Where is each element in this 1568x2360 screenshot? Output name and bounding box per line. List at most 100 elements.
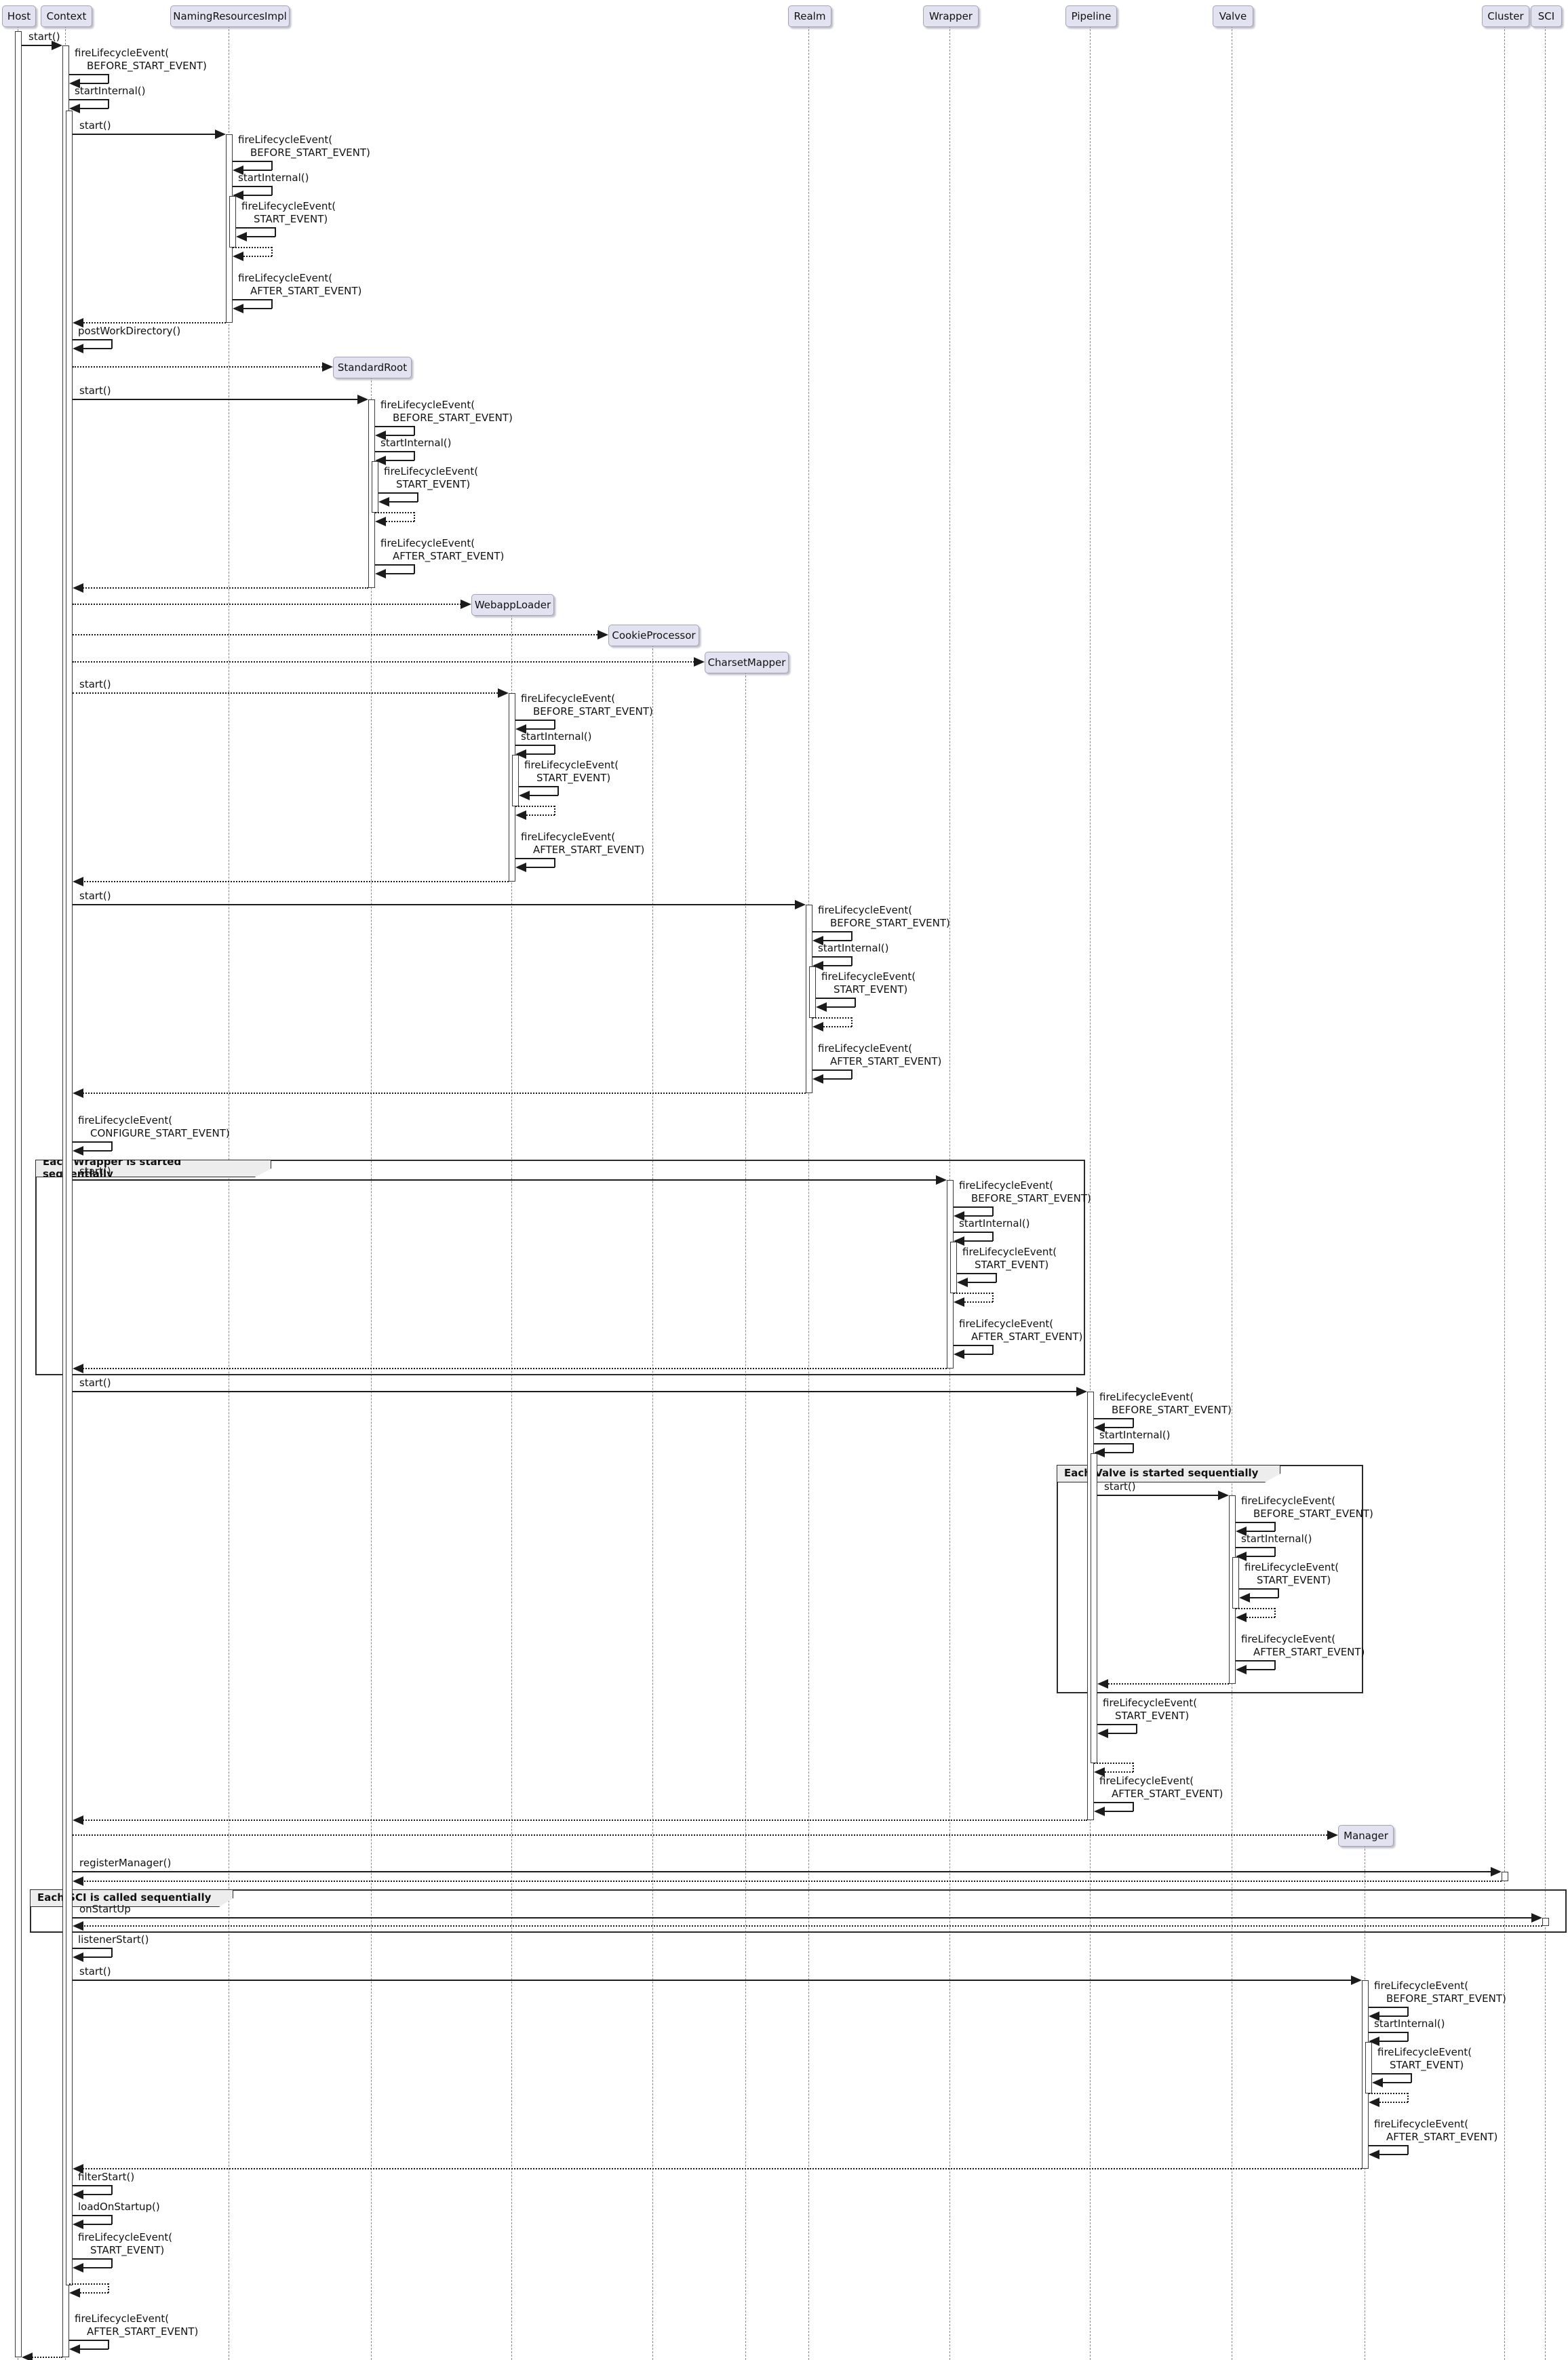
lifeline-charsetmapper [745,672,746,2360]
self-call-side [108,74,109,83]
arrowhead-left [375,431,386,440]
participant-label-valve: Valve [1219,10,1247,22]
message-label: START_EVENT) [536,772,611,784]
self-call-top [954,1232,993,1233]
message-label: START_EVENT) [1390,2059,1464,2071]
self-call-side [554,806,555,815]
arrowhead-left [73,1088,83,1098]
self-call-bottom [1244,1556,1275,1557]
self-call-top [378,492,418,494]
self-call-top [1097,1724,1137,1725]
arrowhead-right [498,688,509,698]
participant-stdroot: StandardRoot [333,357,412,378]
arrowhead-left [73,1921,83,1931]
self-call-bottom [383,435,414,436]
message-label: fireLifecycleEvent( [78,2231,173,2243]
self-call-bottom [241,308,272,309]
valve-frame-label: Each Valve is started sequentially [1064,1467,1259,1479]
self-call-bottom [1102,1811,1133,1812]
arrowhead-right [1351,1975,1362,1985]
self-call-top [1372,2073,1411,2074]
self-call-side [1133,1443,1134,1453]
create-line-charsetmapper [73,661,697,663]
sci-frame-label: Each SCI is called sequentially [37,1891,212,1904]
message-label: start() [79,1377,111,1389]
arrowhead-left [1094,1423,1105,1432]
message-label: BEFORE_START_EVENT) [1386,1992,1506,2005]
self-call-top [954,1293,993,1294]
message-label: postWorkDirectory() [78,325,181,337]
arrowhead-right [1531,1913,1542,1923]
arrowhead-left [812,1074,823,1084]
wrapper-frame-tab: Each Wrapper is started sequentially [35,1160,271,1177]
self-call-side [111,2215,113,2224]
self-call-side [1274,1522,1276,1531]
message-label: CONFIGURE_START_EVENT) [90,1127,230,1139]
arrowhead-left [375,517,386,526]
arrowhead-left [233,191,243,200]
message-label: AFTER_START_EVENT) [393,550,505,562]
self-call-top [515,745,555,746]
self-call-side [1407,2093,1409,2102]
self-call-side [111,339,113,349]
self-call-side [108,2340,109,2349]
message-label: fireLifecycleEvent( [959,1318,1054,1330]
message-label: START_EVENT) [1115,1710,1190,1722]
message-label: listenerStart() [78,1933,149,1946]
participant-label-charsetmapper: CharsetMapper [707,656,786,669]
arrowhead-left [69,2344,80,2354]
self-call-top [519,786,558,787]
self-call-top [69,74,109,75]
arrowhead-left [1094,1807,1105,1816]
message-label: fireLifecycleEvent( [1374,1980,1469,1992]
self-call-top [812,1069,852,1071]
participant-label-host: Host [7,10,31,22]
self-call-side [554,745,555,754]
arrowhead-left [812,1022,823,1031]
return-line [81,881,509,882]
self-call-bottom [77,108,109,109]
self-call-top [233,186,272,187]
message-label: startInternal() [380,437,452,449]
self-call-top [812,956,852,958]
arrowhead-left [22,2353,33,2360]
activation-host-l0 [15,31,22,2357]
activation-context-l1 [66,111,73,2285]
self-call-top [233,247,272,248]
return-line [81,1093,806,1094]
message-label: startInternal() [959,1217,1030,1230]
self-call-bottom [824,1006,855,1008]
self-call-top [816,998,855,999]
message-label: BEFORE_START_EVENT) [87,60,207,72]
arrowhead-left [73,1815,83,1825]
self-call-side [111,2185,113,2195]
arrowhead-left [1239,1593,1250,1602]
message-label: fireLifecycleEvent( [1241,1633,1336,1645]
arrowhead-right [1491,1867,1502,1876]
return-line [30,2357,62,2358]
arrowhead-right [795,900,806,909]
message-label: startInternal() [75,85,146,97]
message-label: fireLifecycleEvent( [241,200,336,212]
self-call-bottom [81,348,112,349]
self-call-top [73,1948,112,1949]
create-line-manager [73,1834,1330,1836]
arrowhead-left [1369,2011,1379,2021]
self-call-top [1369,2032,1408,2033]
message-label: start() [79,119,111,132]
message-label: AFTER_START_EVENT) [533,844,645,856]
message-label: startInternal() [238,172,309,184]
message-label: fireLifecycleEvent( [1244,1561,1339,1573]
message-line-start() [1097,1495,1221,1496]
arrowhead-left [73,877,83,886]
arrowhead-right [357,395,368,404]
arrowhead-left [69,79,80,88]
self-call-side [1407,2145,1409,2155]
message-label: fireLifecycleEvent( [238,272,333,284]
arrowhead-left [233,252,243,261]
self-call-bottom [77,83,109,84]
self-call-top [1094,1802,1133,1803]
self-call-side [414,426,415,435]
self-call-side [271,247,273,256]
